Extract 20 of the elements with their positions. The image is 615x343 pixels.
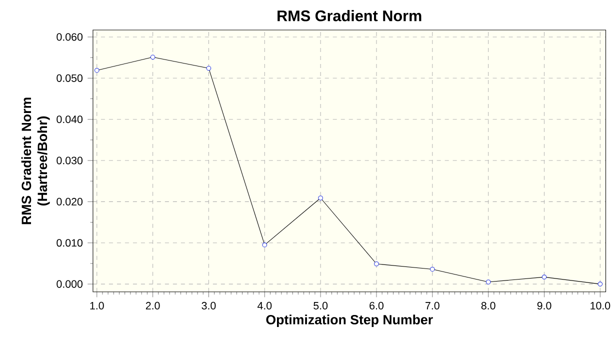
y-tick-label: 0.020 bbox=[56, 198, 83, 206]
chart-title: RMS Gradient Norm bbox=[278, 10, 422, 22]
y-tick-label: 0.000 bbox=[56, 280, 83, 288]
x-tick-label: 9.0 bbox=[537, 302, 552, 310]
y-tick-label: 0.030 bbox=[56, 156, 83, 164]
x-tick-label: 10.0 bbox=[590, 302, 610, 310]
x-tick-label: 1.0 bbox=[90, 302, 104, 310]
x-tick-label: 2.0 bbox=[146, 302, 160, 310]
y-tick-label: 0.040 bbox=[56, 116, 83, 124]
y-tick-label: 0.060 bbox=[56, 33, 83, 41]
x-tick-label: 5.0 bbox=[314, 302, 328, 310]
x-tick-label: 8.0 bbox=[481, 302, 496, 310]
x-tick-label: 6.0 bbox=[370, 302, 384, 310]
x-tick-label: 7.0 bbox=[426, 302, 440, 310]
y-tick-label: 0.010 bbox=[56, 239, 83, 247]
y-axis-title: RMS Gradient Norm (Hartree/Bohr) bbox=[21, 98, 50, 224]
x-axis-title: Optimization Step Number bbox=[266, 314, 433, 328]
y-tick-label: 0.050 bbox=[56, 74, 83, 82]
x-tick-label: 3.0 bbox=[202, 302, 216, 310]
x-tick-label: 4.0 bbox=[257, 302, 272, 310]
